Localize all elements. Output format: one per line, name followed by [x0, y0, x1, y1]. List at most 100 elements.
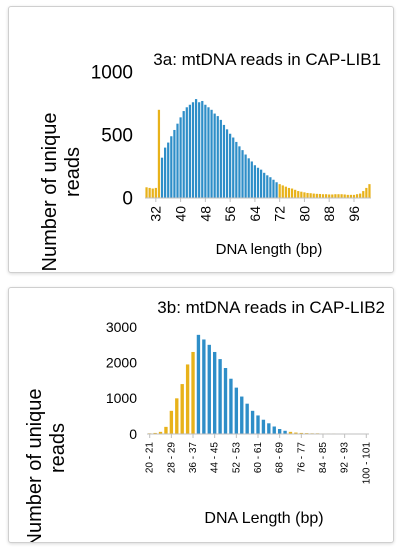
bar-a-94 [346, 194, 349, 198]
bar-a-98 [359, 193, 362, 198]
chart-3a-svg: 3a: mtDNA reads in CAP-LIB1 Number of un… [39, 50, 381, 272]
bar-b-58 [250, 410, 255, 434]
bar-a-87 [325, 194, 328, 198]
bar-a-38 [173, 129, 176, 198]
bar-a-75 [287, 187, 291, 198]
bar-a-70 [272, 179, 275, 198]
bar-a-62 [247, 158, 250, 198]
bar-a-86 [321, 194, 325, 198]
bar-a-65 [256, 167, 260, 198]
bar-a-37 [170, 136, 173, 198]
bar-a-39 [176, 123, 179, 198]
bar-a-77 [294, 189, 297, 198]
chart-3b-title: 3b: mtDNA reads in CAP-LIB2 [157, 298, 385, 317]
bar-a-41 [182, 111, 185, 198]
y-tick-b-2000: 2000 [106, 355, 137, 371]
bar-b-34 [185, 364, 190, 434]
bar-a-88 [328, 194, 331, 198]
x-tick-a-2: 48 [197, 206, 213, 222]
bar-a-31 [151, 188, 154, 198]
bar-b-42 [207, 344, 211, 434]
x-tick-b-6: 68 - 69 [275, 442, 286, 474]
bar-a-59 [238, 146, 241, 198]
x-tick-b-8: 84 - 85 [318, 442, 329, 474]
bar-a-93 [343, 194, 346, 198]
bar-b-50 [229, 378, 233, 434]
bar-a-99 [362, 191, 365, 198]
x-tick-a-1: 40 [173, 206, 189, 222]
bar-b-44 [213, 351, 217, 434]
bar-a-74 [284, 186, 287, 198]
bar-a-85 [318, 193, 322, 198]
y-tick-a-0: 0 [122, 189, 133, 210]
chart-3b-ylabel-line2: reads [47, 423, 69, 473]
bar-a-29 [145, 187, 148, 198]
bar-a-47 [201, 100, 204, 198]
bar-b-64 [267, 423, 271, 434]
bar-b-36 [191, 351, 195, 434]
x-tick-a-6: 80 [296, 206, 312, 222]
x-tick-b-2: 36 - 37 [188, 442, 199, 474]
bar-a-79 [300, 191, 303, 198]
bar-a-101 [368, 184, 371, 198]
bar-b-26 [164, 426, 168, 434]
x-tick-a-4: 64 [247, 206, 263, 222]
bar-a-40 [179, 117, 182, 198]
bar-a-100 [365, 187, 368, 198]
bar-a-97 [355, 194, 359, 198]
bar-b-72 [288, 431, 293, 434]
chart-3a-xlabel: DNA length (bp) [216, 241, 323, 258]
bar-b-54 [240, 396, 244, 434]
bar-a-52 [216, 116, 219, 198]
x-tick-b-3: 44 - 45 [210, 442, 221, 474]
bar-a-34 [160, 157, 164, 198]
bar-b-74 [294, 432, 298, 434]
bar-a-83 [312, 193, 315, 198]
x-tick-a-3: 56 [222, 206, 238, 222]
bar-a-73 [281, 185, 284, 198]
y-tick-a-500: 500 [101, 126, 133, 147]
bar-a-61 [244, 154, 247, 198]
bar-a-69 [269, 177, 272, 198]
bar-a-95 [349, 194, 352, 198]
bar-b-24 [158, 431, 163, 434]
chart-3a-ylabel-line1: Number of unique [39, 113, 61, 272]
bar-a-76 [290, 188, 294, 198]
bar-b-38 [196, 334, 201, 434]
bar-a-67 [263, 172, 266, 198]
bar-a-35 [164, 147, 167, 198]
bar-a-55 [225, 129, 229, 198]
bar-a-58 [235, 141, 238, 198]
bar-a-96 [352, 194, 356, 198]
bar-b-56 [245, 403, 249, 434]
bar-a-82 [309, 193, 312, 198]
chart-3a-ylabel-line2: reads [62, 147, 84, 197]
bar-a-81 [306, 192, 309, 198]
bar-b-52 [234, 387, 239, 434]
x-tick-b-1: 28 - 29 [166, 442, 177, 474]
y-tick-a-1000: 1000 [91, 63, 133, 84]
x-tick-a-7: 88 [321, 206, 337, 222]
bar-a-56 [229, 133, 232, 198]
x-tick-b-4: 52 - 53 [231, 442, 242, 474]
bar-a-57 [232, 137, 235, 198]
bar-a-49 [207, 107, 210, 198]
bar-b-60 [256, 415, 260, 434]
y-tick-b-3000: 3000 [106, 319, 137, 335]
bar-a-64 [253, 165, 257, 198]
bar-a-60 [241, 150, 244, 198]
x-tick-b-5: 60 - 61 [253, 442, 264, 474]
x-tick-b-9: 92 - 93 [340, 442, 351, 474]
bar-a-30 [148, 187, 151, 198]
x-tick-a-8: 96 [346, 206, 362, 222]
bar-b-30 [175, 398, 179, 434]
chart-3b-svg: 3b: mtDNA reads in CAP-LIB2 Number of un… [24, 298, 385, 542]
chart-panel-3a: 3a: mtDNA reads in CAP-LIB1 Number of un… [8, 6, 394, 273]
bar-a-66 [259, 169, 263, 198]
bar-b-70 [283, 430, 287, 434]
bar-b-76 [299, 432, 303, 434]
bar-a-53 [219, 119, 222, 198]
chart-panel-3b: 3b: mtDNA reads in CAP-LIB2 Number of un… [8, 287, 394, 543]
bar-b-62 [261, 419, 266, 434]
bar-a-50 [210, 109, 213, 198]
